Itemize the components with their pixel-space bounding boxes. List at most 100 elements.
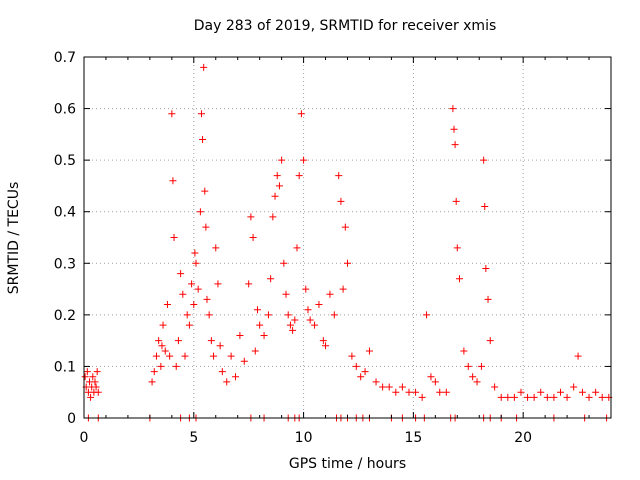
data-point xyxy=(150,368,158,376)
data-point xyxy=(190,301,198,309)
data-point xyxy=(304,306,312,314)
y-tick-label: 0.4 xyxy=(54,205,76,221)
data-point xyxy=(449,105,457,113)
data-point xyxy=(240,357,248,365)
data-point xyxy=(517,388,525,396)
data-point xyxy=(537,388,545,396)
x-tick-label: 5 xyxy=(189,430,198,446)
data-point xyxy=(453,244,461,252)
data-point xyxy=(192,259,200,267)
data-point xyxy=(273,172,281,180)
y-tick-label: 0 xyxy=(67,411,76,427)
data-point xyxy=(210,352,218,360)
data-point xyxy=(203,295,211,303)
data-point xyxy=(352,362,360,370)
data-point xyxy=(341,223,349,231)
data-point xyxy=(578,388,586,396)
y-tick-label: 0.6 xyxy=(54,102,76,118)
data-point xyxy=(218,368,226,376)
data-point xyxy=(236,331,244,339)
data-point xyxy=(480,156,488,164)
data-point xyxy=(504,393,512,401)
data-point xyxy=(392,388,400,396)
chart-title: Day 283 of 2019, SRMTID for receiver xmi… xyxy=(193,18,497,34)
data-point xyxy=(473,378,481,386)
y-tick-label: 0.2 xyxy=(54,308,76,324)
data-point xyxy=(275,182,283,190)
data-point xyxy=(570,383,578,391)
data-point xyxy=(372,378,380,386)
data-point xyxy=(284,311,292,319)
data-point xyxy=(232,373,240,381)
data-point xyxy=(251,347,259,355)
data-point xyxy=(172,362,180,370)
data-point xyxy=(315,301,323,309)
data-point xyxy=(89,373,97,381)
data-point xyxy=(253,306,261,314)
data-point xyxy=(148,378,156,386)
data-point xyxy=(293,244,301,252)
grid xyxy=(84,57,611,418)
data-point xyxy=(181,352,189,360)
data-point xyxy=(177,270,185,278)
data-point xyxy=(291,316,299,324)
data-point xyxy=(477,362,485,370)
data-point xyxy=(199,136,207,144)
data-point xyxy=(322,342,330,350)
data-point xyxy=(302,285,310,293)
data-point xyxy=(214,280,222,288)
data-point xyxy=(297,110,305,118)
data-point xyxy=(92,383,100,391)
data-point xyxy=(464,362,472,370)
y-tick-label: 0.1 xyxy=(54,359,76,375)
data-point xyxy=(166,352,174,360)
data-point xyxy=(168,110,176,118)
data-point xyxy=(361,368,369,376)
data-point xyxy=(245,280,253,288)
plot-frame xyxy=(83,56,612,419)
data-point xyxy=(481,203,489,211)
data-point xyxy=(452,197,460,205)
data-point xyxy=(436,388,444,396)
data-point xyxy=(91,378,99,386)
data-point xyxy=(398,383,406,391)
data-point xyxy=(278,156,286,164)
data-point xyxy=(339,285,347,293)
data-point xyxy=(227,352,235,360)
data-point xyxy=(405,388,413,396)
data-point xyxy=(216,342,224,350)
y-tick-label: 0.7 xyxy=(54,50,76,66)
data-point xyxy=(94,388,102,396)
data-point xyxy=(159,321,167,329)
data-point xyxy=(87,393,95,401)
data-point xyxy=(530,393,538,401)
data-point xyxy=(306,316,314,324)
data-point xyxy=(486,337,494,345)
ticks: 0 0.1 0.2 0.3 0.4 0.5 0.6 0.7 0 5 10 15 20 xyxy=(54,50,612,446)
data-point xyxy=(450,125,458,133)
data-point xyxy=(282,290,290,298)
data-point xyxy=(191,249,199,257)
data-point xyxy=(157,362,165,370)
data-point xyxy=(451,141,459,149)
data-point xyxy=(197,110,205,118)
data-point xyxy=(543,393,551,401)
data-point xyxy=(442,388,450,396)
data-point xyxy=(202,223,210,231)
data-point xyxy=(524,393,532,401)
data-point xyxy=(188,280,196,288)
data-point xyxy=(256,321,264,329)
data-point xyxy=(201,187,209,195)
data-point xyxy=(249,234,257,241)
data-point xyxy=(556,388,564,396)
data-point xyxy=(267,275,275,283)
data-point xyxy=(170,234,178,241)
data-point xyxy=(163,301,171,309)
data-point xyxy=(344,259,351,267)
data-point xyxy=(260,331,268,339)
data-point xyxy=(460,347,468,355)
x-tick-label: 0 xyxy=(80,430,89,446)
data-points xyxy=(81,63,613,422)
data-point xyxy=(585,393,593,401)
x-axis-label: GPS time / hours xyxy=(288,456,407,472)
